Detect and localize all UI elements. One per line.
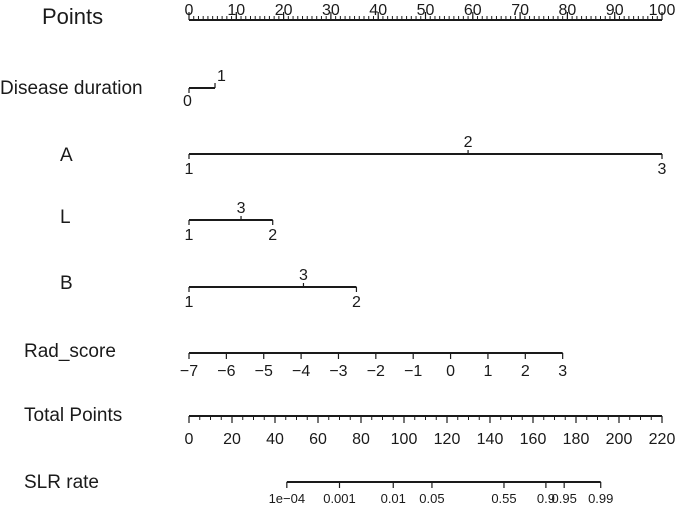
rad-score-tick-label: 1 bbox=[483, 363, 492, 380]
rad-score-tick-label: −6 bbox=[217, 363, 235, 380]
a-level-label: 1 bbox=[185, 161, 194, 178]
total-points-tick-label: 0 bbox=[185, 431, 194, 448]
total-points-tick-label: 120 bbox=[434, 431, 461, 448]
slr-rate-tick-label: 0.95 bbox=[552, 491, 577, 506]
b-level-label: 3 bbox=[299, 267, 308, 284]
points-tick-label: 20 bbox=[275, 2, 293, 19]
rad-score-tick-label: −7 bbox=[180, 363, 198, 380]
rad-score-tick-label: 2 bbox=[521, 363, 530, 380]
points-tick-label: 10 bbox=[227, 2, 245, 19]
rad-score-tick-label: −1 bbox=[404, 363, 422, 380]
points-tick-label: 70 bbox=[511, 2, 529, 19]
row-label-slr-rate: SLR rate bbox=[24, 472, 99, 493]
slr-rate-tick-label: 0.9 bbox=[537, 491, 555, 506]
slr-rate-tick-label: 0.001 bbox=[323, 491, 356, 506]
rad-score-tick-label: −2 bbox=[367, 363, 385, 380]
points-tick-label: 90 bbox=[606, 2, 624, 19]
points-tick-label: 30 bbox=[322, 2, 340, 19]
rad-score-tick-label: −3 bbox=[329, 363, 347, 380]
l-level-label: 2 bbox=[268, 227, 277, 244]
points-tick-label: 60 bbox=[464, 2, 482, 19]
row-label-l: L bbox=[60, 207, 71, 228]
total-points-tick-label: 160 bbox=[520, 431, 547, 448]
points-tick-label: 100 bbox=[649, 2, 676, 19]
a-level-label: 2 bbox=[464, 134, 473, 151]
slr-rate-tick-label: 0.55 bbox=[491, 491, 516, 506]
points-tick-label: 80 bbox=[559, 2, 577, 19]
slr-rate-tick-label: 0.05 bbox=[419, 491, 444, 506]
row-label-b: B bbox=[60, 273, 73, 294]
total-points-tick-label: 140 bbox=[477, 431, 504, 448]
rad-score-tick-label: −4 bbox=[292, 363, 310, 380]
slr-rate-tick-label: 1e−04 bbox=[269, 491, 306, 506]
b-level-label: 1 bbox=[185, 294, 194, 311]
row-labels: Points Disease duration A L B Rad_score … bbox=[0, 4, 143, 493]
disease-duration-level-label: 1 bbox=[217, 68, 226, 85]
slr-rate-tick-label: 0.01 bbox=[381, 491, 406, 506]
b-level-label: 2 bbox=[352, 294, 361, 311]
total-points-tick-label: 40 bbox=[266, 431, 284, 448]
row-label-rad-score: Rad_score bbox=[24, 341, 116, 362]
row-label-a: A bbox=[60, 145, 73, 166]
total-points-tick-label: 60 bbox=[309, 431, 327, 448]
total-points-tick-label: 220 bbox=[649, 431, 676, 448]
row-label-total-points: Total Points bbox=[24, 405, 122, 426]
points-tick-label: 50 bbox=[417, 2, 435, 19]
total-points-tick-label: 180 bbox=[563, 431, 590, 448]
total-points-tick-label: 100 bbox=[391, 431, 418, 448]
l-level-label: 3 bbox=[237, 200, 246, 217]
total-points-tick-label: 80 bbox=[352, 431, 370, 448]
points-tick-label: 40 bbox=[369, 2, 387, 19]
slr-rate-tick-label: 0.99 bbox=[588, 491, 613, 506]
rad-score-tick-label: −5 bbox=[255, 363, 273, 380]
disease-duration-level-label: 0 bbox=[183, 93, 192, 110]
points-tick-label: 0 bbox=[185, 2, 194, 19]
row-label-points: Points bbox=[42, 4, 103, 29]
row-label-disease-duration: Disease duration bbox=[0, 78, 143, 99]
rad-score-tick-label: 0 bbox=[446, 363, 455, 380]
rad-score-tick-label: 3 bbox=[558, 363, 567, 380]
total-points-tick-label: 20 bbox=[223, 431, 241, 448]
l-level-label: 1 bbox=[185, 227, 194, 244]
a-level-label: 3 bbox=[658, 161, 667, 178]
total-points-tick-label: 200 bbox=[606, 431, 633, 448]
